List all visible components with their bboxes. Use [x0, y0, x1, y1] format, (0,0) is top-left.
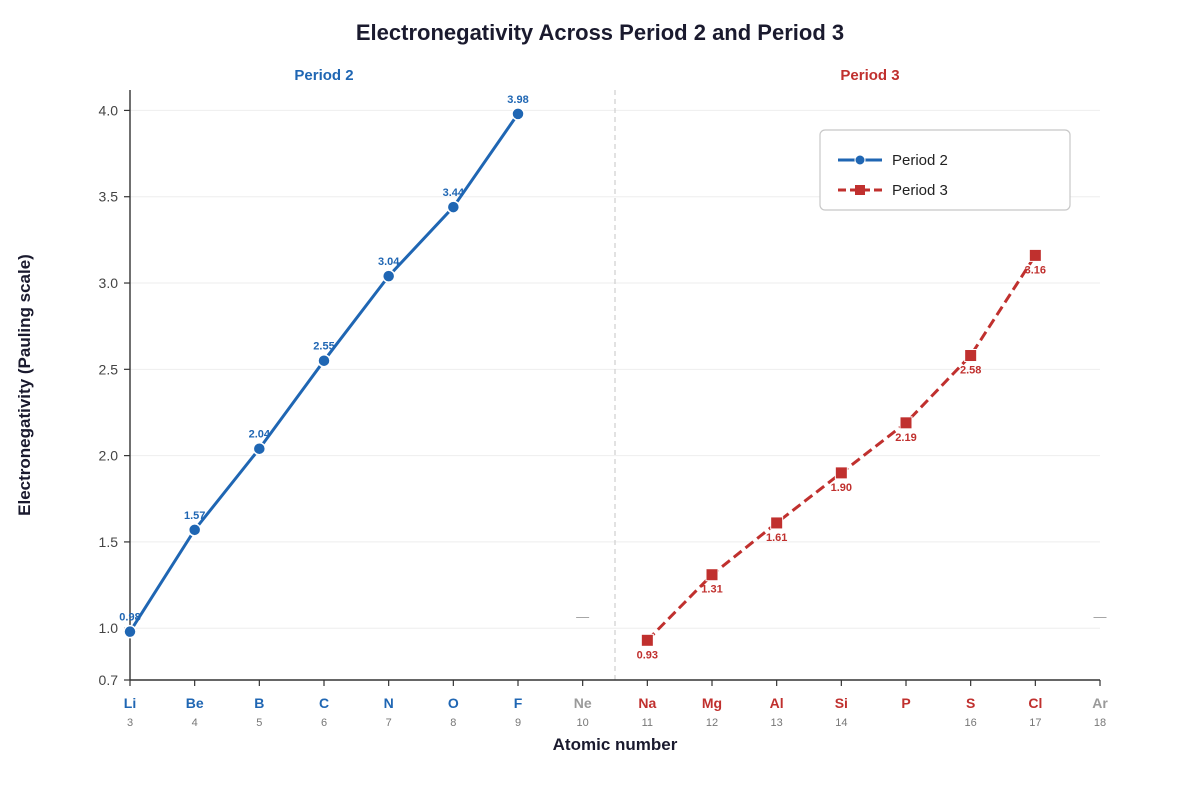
data-point — [381, 269, 396, 283]
data-point — [640, 633, 654, 647]
y-tick-label: 1.0 — [99, 620, 119, 636]
panel-label-period-3: Period 3 — [840, 67, 899, 84]
data-point — [834, 466, 848, 480]
x-tick-symbol: Mg — [702, 695, 722, 711]
data-point — [1028, 248, 1042, 262]
x-tick-atomic-number: 7 — [386, 717, 392, 729]
data-point — [770, 516, 784, 530]
data-point — [123, 624, 137, 639]
y-tick-label: 0.7 — [99, 672, 119, 688]
panel-label-period-2: Period 2 — [294, 67, 353, 84]
x-tick-symbol: Li — [124, 695, 136, 711]
x-tick-atomic-number: 6 — [321, 717, 327, 729]
x-tick-symbol: Al — [770, 695, 784, 711]
x-tick-labels: Li 3 Be 4 B 5 C 6 N 7 O 8 F 9 Ne 10 Na 11 Mg 12 Al 13 Si 14 P S 16… — [124, 680, 1108, 729]
data-point — [317, 353, 331, 368]
legend-marker — [855, 185, 865, 195]
legend: Period 2 Period 3 — [819, 129, 1071, 211]
noble-gas-dash: — — [576, 609, 589, 624]
x-tick-atomic-number: 18 — [1094, 717, 1106, 729]
chart-title: Electronegativity Across Period 2 and Pe… — [356, 20, 844, 45]
series-line — [646, 254, 1037, 642]
data-point — [446, 200, 461, 214]
x-tick-atomic-number: 16 — [965, 717, 977, 729]
data-series: — — 0.98 1.57 2.04 2.55 3.04 3.44 3.98 0.93 1.31 1.… — [119, 94, 1106, 661]
y-tick-label: 1.5 — [99, 534, 119, 550]
y-tick-label: 3.0 — [99, 275, 119, 291]
x-tick-atomic-number: 11 — [642, 717, 653, 729]
x-tick-atomic-number: 9 — [515, 717, 521, 729]
x-tick-symbol: B — [254, 695, 264, 711]
y-axis-title: Electronegativity (Pauling scale) — [15, 254, 34, 516]
x-tick-atomic-number: 13 — [771, 717, 783, 729]
x-tick-symbol: Ne — [574, 695, 592, 711]
legend-marker — [854, 154, 866, 166]
y-tick-label: 2.5 — [99, 361, 119, 377]
y-tick-label: 4.0 — [99, 102, 119, 118]
x-tick-symbol: Ar — [1092, 695, 1108, 711]
data-label: 2.04 — [249, 429, 271, 441]
data-label: 1.31 — [701, 584, 722, 596]
x-tick-atomic-number: 14 — [835, 717, 847, 729]
x-tick-symbol: Na — [638, 695, 656, 711]
data-point — [252, 441, 267, 456]
data-label: 0.98 — [119, 612, 140, 624]
x-tick-symbol: Cl — [1028, 695, 1042, 711]
data-label: 2.19 — [895, 432, 916, 444]
legend-label: Period 2 — [892, 152, 948, 169]
y-tick-label: 2.0 — [99, 448, 119, 464]
x-tick-atomic-number: 4 — [192, 717, 198, 729]
data-point — [187, 523, 202, 537]
data-point — [899, 416, 913, 430]
legend-box — [819, 129, 1071, 211]
x-tick-atomic-number: 5 — [256, 717, 262, 729]
x-tick-symbol: Be — [186, 695, 204, 711]
data-label: 0.93 — [637, 649, 658, 661]
data-label: 1.90 — [831, 482, 852, 494]
data-label: 3.44 — [443, 187, 465, 199]
x-tick-symbol: S — [966, 695, 975, 711]
x-tick-symbol: N — [384, 695, 394, 711]
x-tick-atomic-number: 8 — [450, 717, 456, 729]
x-tick-atomic-number: 10 — [577, 717, 589, 729]
x-axis-title: Atomic number — [553, 735, 678, 754]
legend-label: Period 3 — [892, 182, 948, 199]
data-label: 3.04 — [378, 256, 400, 268]
x-tick-atomic-number: 3 — [127, 717, 133, 729]
x-tick-symbol: Si — [835, 695, 848, 711]
data-point — [705, 568, 719, 582]
x-tick-atomic-number: 12 — [706, 717, 718, 729]
x-tick-symbol: P — [901, 695, 910, 711]
data-label: 1.57 — [184, 510, 205, 522]
axes — [129, 90, 1100, 681]
data-label: 1.61 — [766, 532, 787, 544]
x-tick-atomic-number: 17 — [1029, 717, 1041, 729]
x-tick-symbol: C — [319, 695, 329, 711]
y-tick-label: 3.5 — [99, 189, 119, 205]
noble-gas-dash: — — [1094, 609, 1107, 624]
data-label: 2.55 — [313, 341, 334, 353]
data-point — [964, 349, 978, 363]
x-tick-symbol: F — [514, 695, 523, 711]
data-label: 3.16 — [1025, 264, 1046, 276]
data-point — [511, 107, 525, 121]
data-label: 3.98 — [507, 94, 528, 106]
y-tick-labels: 0.7 1.0 1.5 2.0 2.5 3.0 3.5 4.0 — [99, 102, 130, 688]
x-tick-symbol: O — [448, 695, 459, 711]
data-label: 2.58 — [960, 365, 981, 377]
